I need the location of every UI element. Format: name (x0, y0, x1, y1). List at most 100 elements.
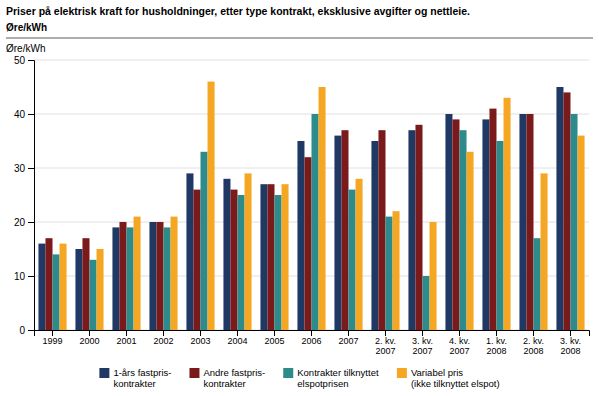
bar (112, 227, 119, 330)
y-tick-mark (28, 60, 34, 61)
x-tick-label: 2005 (264, 336, 284, 346)
legend-item: Andre fastpris-kontrakter (189, 367, 265, 389)
y-axis-title: Øre/kWh (6, 43, 45, 54)
x-tick-mark (348, 330, 349, 336)
y-tick-label: 20 (14, 217, 26, 228)
x-tick-mark (422, 330, 423, 336)
bar (460, 130, 467, 330)
x-tick-mark (200, 330, 201, 336)
x-tick-label-line: 3. kv. (412, 336, 433, 346)
bar (341, 130, 348, 330)
title: Priser på elektrisk kraft for husholdnin… (6, 5, 470, 17)
x-tick-label: 1999 (42, 336, 62, 346)
x-tick: 2007 (338, 330, 358, 346)
legend-swatch (283, 368, 293, 378)
bar (193, 190, 200, 330)
bar-series (53, 114, 578, 330)
x-tick-label-line: 2. kv. (375, 336, 396, 346)
bar (260, 184, 267, 330)
legend-label: Kontrakter tilknyttetelspotprisen (297, 367, 379, 389)
grid (34, 60, 589, 330)
x-tick-label-line: 2005 (264, 336, 284, 346)
x-tick-label: 2003 (190, 336, 210, 346)
bar (497, 141, 504, 330)
legend-label-line: Kontrakter tilknyttet (297, 367, 379, 378)
x-tick: 3. kv.2007 (412, 330, 433, 356)
bar (45, 238, 52, 330)
x-tick-label-line: 4. kv. (449, 336, 470, 346)
bar (371, 141, 378, 330)
y-tick-mark (28, 276, 34, 277)
legend-item: 1-års fastpris-kontrakter (99, 367, 171, 389)
x-tick-mark (126, 330, 127, 336)
x-tick-label: 1. kv.2008 (486, 336, 507, 356)
bar (38, 244, 45, 330)
y-tick: 0 (19, 325, 34, 336)
x-tick-label-line: 2007 (375, 346, 395, 356)
bar (282, 184, 289, 330)
x-tick-label: 4. kv.2007 (449, 336, 470, 356)
legend-label-line: kontrakter (113, 378, 155, 389)
x-tick-label: 2. kv.2007 (375, 336, 396, 356)
legend-label-line: 1-års fastpris- (113, 367, 171, 378)
x-tick-label-line: 2003 (190, 336, 210, 346)
bar (349, 190, 356, 330)
bar (75, 249, 82, 330)
x-tick-mark (89, 330, 90, 336)
bar (171, 217, 178, 330)
x-tick-label-line: 2007 (412, 346, 432, 356)
x-tick-mark (274, 330, 275, 336)
title-rule (6, 38, 593, 39)
bar (504, 98, 511, 330)
y-tick: 30 (14, 163, 34, 174)
x-tick: 1999 (42, 330, 62, 346)
bar (156, 222, 163, 330)
bar (90, 260, 97, 330)
y-tick-label: 10 (14, 271, 26, 282)
x-tick-label-line: 2008 (523, 346, 543, 356)
bar (267, 184, 274, 330)
x-tick-mark (570, 330, 571, 336)
bar (563, 92, 570, 330)
bar (489, 109, 496, 330)
x-tick-mark (459, 330, 460, 336)
x-tick-label: 2002 (153, 336, 173, 346)
bar (356, 179, 363, 330)
x-tick-mark (496, 330, 497, 336)
bar (393, 211, 400, 330)
x-tick-label: 2006 (301, 336, 321, 346)
x-tick-label-line: 2008 (560, 346, 580, 356)
x-tick-label-line: 2007 (449, 346, 469, 356)
x-tick: 2003 (190, 330, 210, 346)
legend-swatch (99, 368, 109, 378)
y-axis-line (28, 61, 35, 331)
subtitle: Øre/kWh (6, 22, 47, 33)
y-tick-label: 30 (14, 163, 26, 174)
y-tick: 10 (14, 271, 34, 282)
bar (312, 114, 319, 330)
bar (238, 195, 245, 330)
x-tick-label: 3. kv.2008 (560, 336, 581, 356)
bar (297, 141, 304, 330)
y-tick-mark (28, 330, 34, 331)
y-axis: 01020304050 (14, 55, 35, 336)
bar (445, 114, 452, 330)
bar (556, 87, 563, 330)
bar-series (60, 82, 585, 330)
bar (482, 119, 489, 330)
bar (578, 136, 585, 330)
bar (571, 114, 578, 330)
x-tick: 2001 (116, 330, 136, 346)
x-tick: 2000 (79, 330, 99, 346)
bar (423, 276, 430, 330)
x-tick-mark (163, 330, 164, 336)
x-tick-label: 3. kv.2007 (412, 336, 433, 356)
y-tick-mark (28, 222, 34, 223)
x-tick: 2006 (301, 330, 321, 346)
bar (149, 222, 156, 330)
x-tick: 1. kv.2008 (486, 330, 507, 356)
x-tick: 2005 (264, 330, 284, 346)
x-tick-label: 2000 (79, 336, 99, 346)
y-tick-mark (28, 114, 34, 115)
x-tick-mark (52, 330, 53, 336)
